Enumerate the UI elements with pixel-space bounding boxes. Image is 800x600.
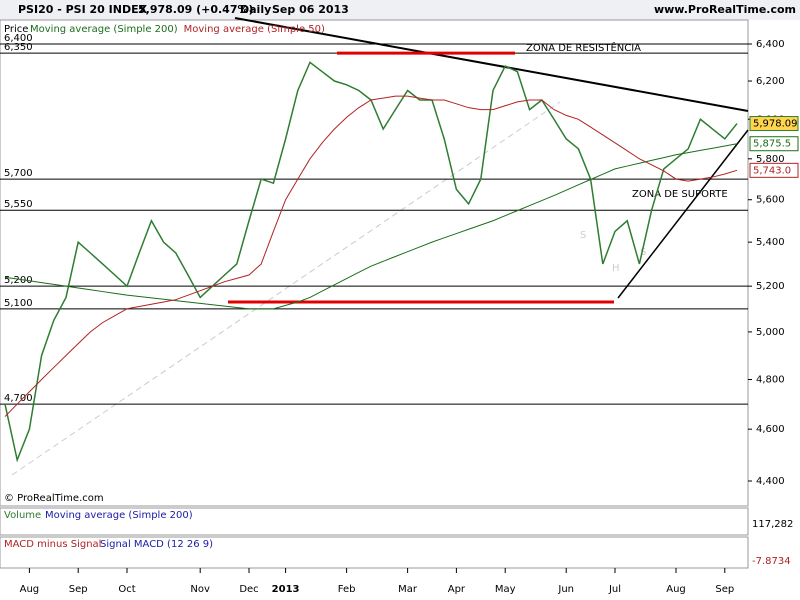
period: Daily [240, 3, 271, 16]
support-label: ZONA DE SUPORTE [632, 189, 728, 200]
pattern-label: H [612, 263, 620, 274]
legend-entry: Moving average (Simple 200) [30, 24, 178, 35]
x-tick-label: Feb [338, 584, 356, 595]
level-label: 6,400 [4, 33, 33, 44]
trend-line [617, 129, 749, 299]
x-tick-label: Dec [239, 584, 258, 595]
y-tick-label: 6,200 [756, 76, 785, 87]
ma-line [4, 95, 738, 417]
level-label: 4,700 [4, 393, 33, 404]
macd-last: -7.8734 [752, 556, 791, 567]
level-label: 5,100 [4, 298, 33, 309]
macd-panel [0, 536, 749, 569]
pattern-label: S [580, 230, 586, 241]
level-label: 5,550 [4, 199, 33, 210]
last-value-box [749, 136, 799, 152]
macd-title: MACD minus Signal [4, 539, 101, 550]
level-label: 5,700 [4, 168, 33, 179]
trend-line [11, 101, 561, 476]
y-tick-label: 5,200 [756, 281, 785, 292]
y-tick-label: 5,800 [756, 154, 785, 165]
y-tick-label: 5,600 [756, 195, 785, 206]
last-value-label: 5,978.09 [753, 119, 798, 130]
volume-title: Volume [4, 510, 41, 521]
trend-line [234, 17, 749, 112]
x-tick-label: Nov [190, 584, 210, 595]
x-tick-label: Jun [557, 584, 574, 595]
last-value-label: 5,743.0 [753, 165, 791, 176]
date: Sep 06 2013 [272, 3, 349, 16]
x-tick-label: Apr [448, 584, 466, 595]
x-tick-label: Aug [666, 584, 686, 595]
ma-line [4, 143, 738, 310]
last-value-box [749, 162, 799, 178]
last-value-box [749, 116, 799, 132]
level-label: 6,350 [4, 42, 33, 53]
x-tick-label: Mar [398, 584, 418, 595]
quote: 5,978.09 (+0.47%) [138, 3, 254, 16]
y-tick-label: 4,600 [756, 424, 785, 435]
y-tick-label: 5,000 [756, 327, 785, 338]
x-tick-label: Aug [20, 584, 40, 595]
y-tick-label: 5,400 [756, 237, 785, 248]
symbol: PSI20 - PSI 20 INDEX [18, 3, 148, 16]
header-bar [0, 0, 800, 20]
macd-signal: Signal MACD (12 26 9) [100, 539, 213, 550]
volume-panel [0, 507, 749, 536]
x-tick-label: Sep [69, 584, 88, 595]
volume-ma: Moving average (Simple 200) [45, 510, 193, 521]
resistance-label: ZONA DE RESISTÊNCIA [526, 41, 641, 54]
volume-last: 117,282 [752, 519, 793, 530]
pattern-label: S [640, 247, 646, 258]
x-tick-label: Oct [118, 584, 135, 595]
copyright: © ProRealTime.com [4, 493, 104, 504]
last-value-label: 5,875.5 [753, 139, 791, 150]
x-tick-label: 2013 [272, 584, 300, 595]
legend-prefix: Price [4, 24, 28, 35]
y-tick-label: 6,400 [756, 39, 785, 50]
y-tick-label: 4,400 [756, 476, 785, 487]
level-label: 5,200 [4, 275, 33, 286]
legend-entry: Moving average (Simple 50) [184, 24, 325, 35]
site: www.ProRealTime.com [654, 3, 796, 16]
x-tick-label: May [495, 584, 516, 595]
x-tick-label: Jul [608, 584, 621, 595]
y-tick-label: 4,800 [756, 375, 785, 386]
x-tick-label: Sep [715, 584, 734, 595]
price-panel [0, 19, 749, 507]
